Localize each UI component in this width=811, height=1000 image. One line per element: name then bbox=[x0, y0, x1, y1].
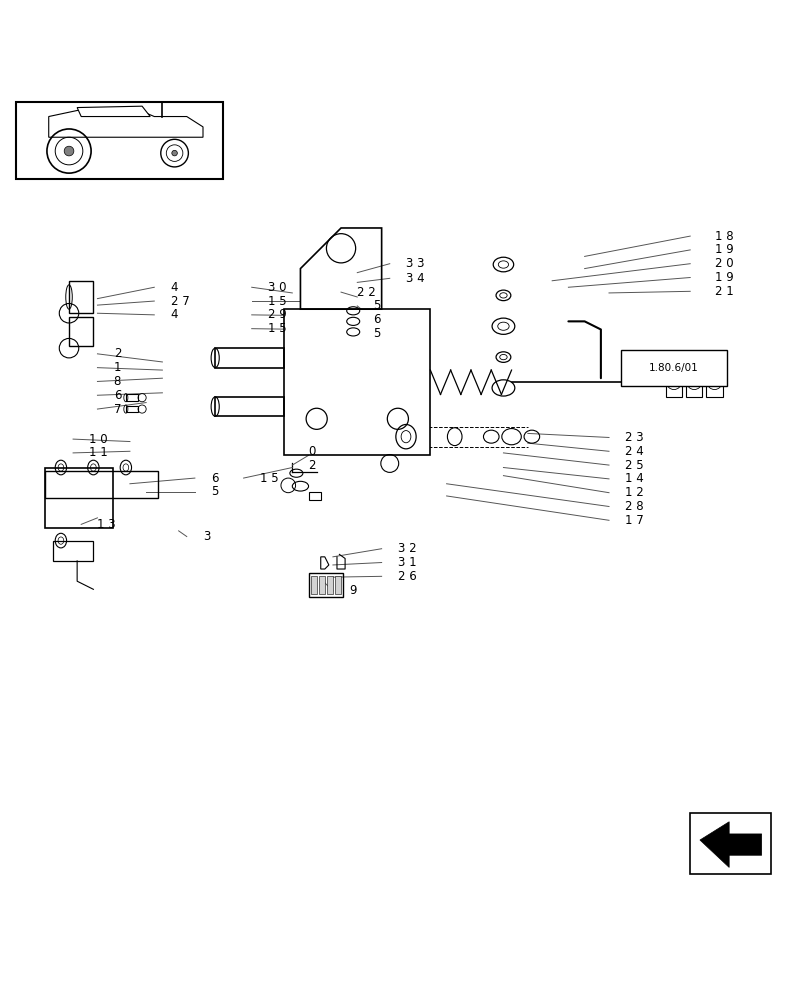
Text: 2 4: 2 4 bbox=[624, 445, 643, 458]
Text: 6: 6 bbox=[373, 313, 380, 326]
Text: 7: 7 bbox=[114, 403, 121, 416]
Text: 2 3: 2 3 bbox=[624, 431, 643, 444]
Text: 3 4: 3 4 bbox=[406, 272, 424, 285]
Text: 2 7: 2 7 bbox=[170, 295, 189, 308]
Bar bbox=[45, 468, 113, 528]
Text: 2 9: 2 9 bbox=[268, 308, 286, 321]
Text: 2 2: 2 2 bbox=[357, 286, 375, 299]
Text: 1 5: 1 5 bbox=[260, 472, 278, 485]
Text: 3 1: 3 1 bbox=[397, 556, 416, 569]
Text: 1 7: 1 7 bbox=[624, 514, 643, 527]
Text: 2 8: 2 8 bbox=[624, 500, 643, 513]
Text: 1 9: 1 9 bbox=[714, 271, 732, 284]
Text: 2 6: 2 6 bbox=[397, 570, 416, 583]
Text: 1 4: 1 4 bbox=[624, 472, 643, 485]
Text: 3 3: 3 3 bbox=[406, 257, 424, 270]
Circle shape bbox=[64, 146, 74, 156]
Text: 4: 4 bbox=[170, 281, 178, 294]
Bar bbox=[53, 541, 93, 561]
Bar bbox=[335, 576, 341, 594]
Bar bbox=[319, 576, 324, 594]
FancyBboxPatch shape bbox=[284, 309, 430, 455]
Text: 6: 6 bbox=[211, 472, 218, 485]
Text: 1 9: 1 9 bbox=[714, 243, 732, 256]
Circle shape bbox=[172, 150, 177, 156]
Text: 1 2: 1 2 bbox=[624, 486, 643, 499]
Text: 2 1: 2 1 bbox=[714, 285, 732, 298]
Text: 1: 1 bbox=[114, 361, 121, 374]
Text: 3 2: 3 2 bbox=[397, 542, 416, 555]
Text: 5: 5 bbox=[373, 299, 380, 312]
Polygon shape bbox=[699, 822, 761, 867]
PathPatch shape bbox=[77, 106, 150, 117]
Bar bbox=[311, 576, 316, 594]
Text: 2: 2 bbox=[114, 347, 121, 360]
Text: 2 5: 2 5 bbox=[624, 459, 643, 472]
Bar bbox=[685, 368, 702, 397]
Text: 3: 3 bbox=[203, 530, 210, 543]
Bar bbox=[308, 573, 342, 597]
Text: 2: 2 bbox=[308, 459, 315, 472]
Bar bbox=[69, 281, 93, 313]
Bar bbox=[69, 317, 93, 346]
Bar bbox=[706, 368, 722, 397]
Text: 1 8: 1 8 bbox=[714, 230, 732, 243]
Text: 1 3: 1 3 bbox=[97, 518, 116, 531]
Bar bbox=[689, 813, 770, 874]
FancyBboxPatch shape bbox=[620, 350, 726, 386]
Text: 0: 0 bbox=[308, 445, 315, 458]
Text: 6: 6 bbox=[114, 389, 121, 402]
Text: 8: 8 bbox=[114, 375, 121, 388]
Bar bbox=[45, 471, 158, 498]
PathPatch shape bbox=[49, 110, 203, 137]
Bar bbox=[327, 576, 333, 594]
Text: 9: 9 bbox=[349, 584, 356, 597]
Bar bbox=[126, 406, 138, 412]
Text: 4: 4 bbox=[170, 308, 178, 321]
Text: 5: 5 bbox=[211, 485, 218, 498]
Text: 1 1: 1 1 bbox=[89, 446, 108, 459]
Text: 1 0: 1 0 bbox=[89, 433, 108, 446]
Bar bbox=[126, 394, 138, 401]
Bar bbox=[215, 348, 284, 368]
Text: 2 0: 2 0 bbox=[714, 257, 732, 270]
Text: 3 0: 3 0 bbox=[268, 281, 286, 294]
Text: 1.80.6/01: 1.80.6/01 bbox=[648, 363, 698, 373]
Text: 1 5: 1 5 bbox=[268, 322, 286, 335]
Text: 1 5: 1 5 bbox=[268, 295, 286, 308]
Bar bbox=[16, 102, 223, 179]
Text: 5: 5 bbox=[373, 327, 380, 340]
Bar bbox=[665, 368, 681, 397]
Bar bbox=[215, 397, 284, 416]
